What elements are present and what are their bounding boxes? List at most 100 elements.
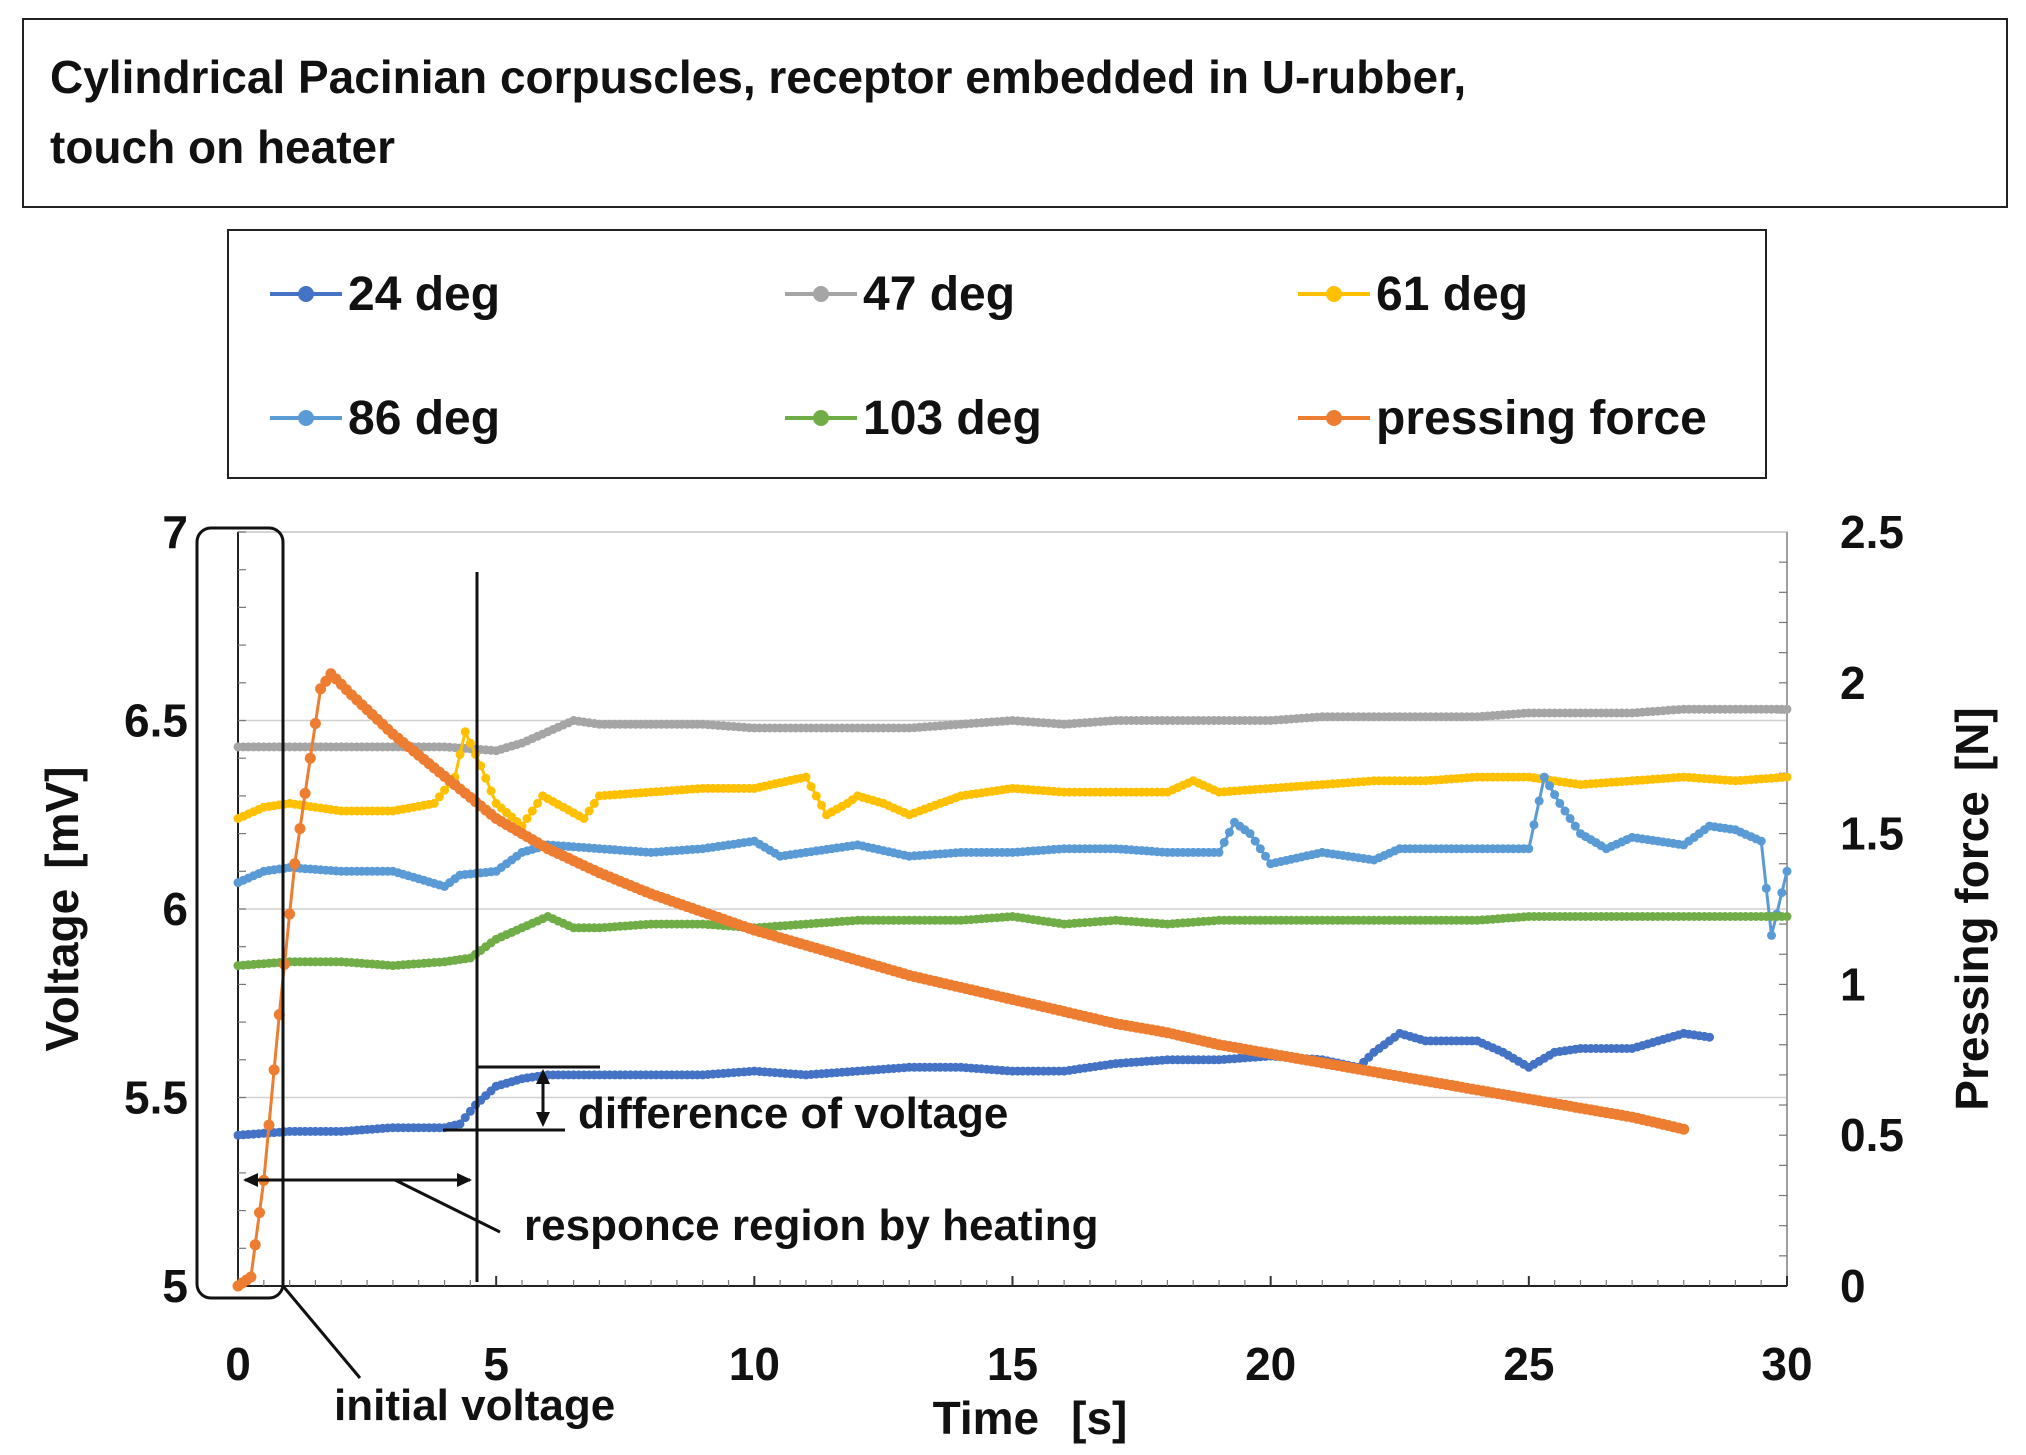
y-right-tick-label-2-5: 2.5 [1840, 506, 1904, 558]
legend-box [227, 229, 1767, 479]
legend-swatch-marker [298, 410, 314, 426]
data-point-86-deg [1250, 836, 1260, 846]
data-point-86-deg [1777, 888, 1787, 898]
legend-label-24-deg: 24 deg [348, 268, 500, 321]
data-point-86-deg [1261, 851, 1270, 861]
legend: 24 deg 47 deg 61 deg 86 deg 103 deg pressing … [270, 268, 1707, 445]
y-right-tick-label-0: 0 [1840, 1260, 1866, 1312]
data-point-61-deg [429, 798, 439, 808]
gridlines [238, 531, 1787, 1287]
x-tick-label-15: 15 [987, 1338, 1038, 1390]
initial-leader-line [281, 1285, 362, 1379]
data-point-61-deg [817, 800, 826, 810]
difference-arrow-down [536, 1112, 550, 1127]
y-right-tick-label-2: 2 [1840, 657, 1866, 709]
title-box: Cylindrical Pacinian corpuscles, recepto… [22, 18, 2008, 208]
data-point-86-deg [1219, 837, 1229, 847]
x-axis-title: Time [s] [933, 1392, 1128, 1444]
initial-voltage-box [195, 526, 285, 1300]
y-left-tick-label-5: 5 [162, 1260, 188, 1312]
data-point-86-deg [1560, 806, 1570, 816]
data-point-86-deg [1214, 847, 1224, 857]
y-left-tick-label-6: 6 [162, 883, 188, 935]
x-tick-label-30: 30 [1761, 1338, 1812, 1390]
data-point-61-deg [527, 806, 537, 816]
data-point-86-deg [1534, 796, 1544, 806]
series-61-deg [233, 727, 1792, 831]
legend-item-pressing-force: pressing force [1298, 392, 1707, 445]
series-47-deg [233, 704, 1792, 756]
data-point-61-deg [481, 773, 491, 783]
data-point-61-deg [460, 727, 470, 737]
data-point-103-deg [1782, 912, 1792, 921]
chart-title-line-2: touch on heater [50, 121, 396, 173]
data-point-86-deg [1255, 844, 1265, 854]
legend-label-86-deg: 86 deg [348, 392, 500, 445]
data-point-86-deg [1555, 798, 1565, 808]
data-point-86-deg [1570, 821, 1580, 831]
data-point-61-deg [801, 772, 811, 782]
x-tick-label-20: 20 [1245, 1338, 1296, 1390]
data-point-pressing-force [289, 858, 301, 870]
data-point-86-deg [1224, 827, 1234, 837]
series-86-deg [233, 772, 1792, 940]
chart-title-line-1: Cylindrical Pacinian corpuscles, recepto… [50, 51, 1467, 103]
data-point-61-deg [440, 785, 449, 795]
y-right-tick-label-1: 1 [1840, 958, 1866, 1010]
legend-swatch-marker [1326, 286, 1342, 302]
legend-label-103-deg: 103 deg [863, 392, 1042, 445]
y-right-tick-label-1-5: 1.5 [1840, 808, 1904, 860]
y-axis-ticks: 5 5.5 6 6.5 7 0 0.5 1 1.5 2 2.5 [124, 506, 1904, 1312]
data-point-24-deg [465, 1106, 475, 1116]
x-tick-label-0: 0 [225, 1338, 251, 1390]
data-point-86-deg [1245, 829, 1255, 839]
x-axis-ticks: 0 5 10 15 20 25 30 [225, 1276, 1813, 1390]
data-point-61-deg [465, 738, 475, 748]
legend-item-24-deg: 24 deg [270, 268, 500, 321]
data-point-86-deg [1539, 772, 1549, 782]
y-left-tick-label-7: 7 [162, 506, 188, 558]
legend-swatch-marker [1326, 410, 1342, 426]
difference-arrow-up [536, 1069, 550, 1084]
x-tick-label-25: 25 [1503, 1338, 1554, 1390]
x-label: Time [933, 1392, 1040, 1444]
data-point-61-deg [434, 792, 444, 802]
legend-label-47-deg: 47 deg [863, 268, 1015, 321]
legend-swatch-marker [813, 410, 829, 426]
x-tick-label-10: 10 [729, 1338, 780, 1390]
legend-item-103-deg: 103 deg [785, 392, 1042, 445]
data-point-86-deg [1529, 820, 1539, 830]
region-arrow-left [243, 1173, 258, 1187]
data-point-61-deg [486, 786, 496, 796]
y-left-unit: [mV] [36, 767, 88, 869]
series-24-deg [233, 1028, 1714, 1140]
data-point-86-deg [1565, 814, 1575, 823]
data-point-pressing-force [309, 718, 321, 729]
response-region-label: responce region by heating [524, 1201, 1099, 1250]
data-point-24-deg [455, 1119, 465, 1129]
series-pressing-force [232, 668, 1690, 1292]
data-point-pressing-force [249, 1239, 261, 1251]
region-arrow-right [457, 1173, 472, 1187]
legend-label-pressing-force: pressing force [1376, 392, 1707, 445]
y-right-unit: [N] [1946, 707, 1998, 771]
x-tick-label-5: 5 [483, 1338, 509, 1390]
series-line-pressing-force [237, 671, 1685, 1288]
region-leader-line [394, 1178, 501, 1234]
data-point-61-deg [584, 806, 594, 816]
x-unit: [s] [1071, 1392, 1127, 1444]
data-point-61-deg [806, 782, 816, 791]
data-point-61-deg [811, 791, 821, 801]
annotations: difference of voltage responce region by… [195, 526, 1099, 1430]
y-left-label: Voltage [36, 889, 88, 1052]
data-point-pressing-force [245, 1271, 257, 1283]
legend-swatch-marker [813, 286, 829, 302]
data-point-61-deg [455, 749, 465, 759]
data-point-pressing-force [304, 752, 316, 764]
data-point-86-deg [1545, 781, 1554, 791]
data-point-pressing-force [263, 1119, 275, 1131]
data-point-86-deg [1767, 930, 1776, 940]
data-point-pressing-force [294, 823, 306, 835]
data-point-pressing-force [299, 787, 311, 799]
data-point-86-deg [1761, 883, 1771, 893]
